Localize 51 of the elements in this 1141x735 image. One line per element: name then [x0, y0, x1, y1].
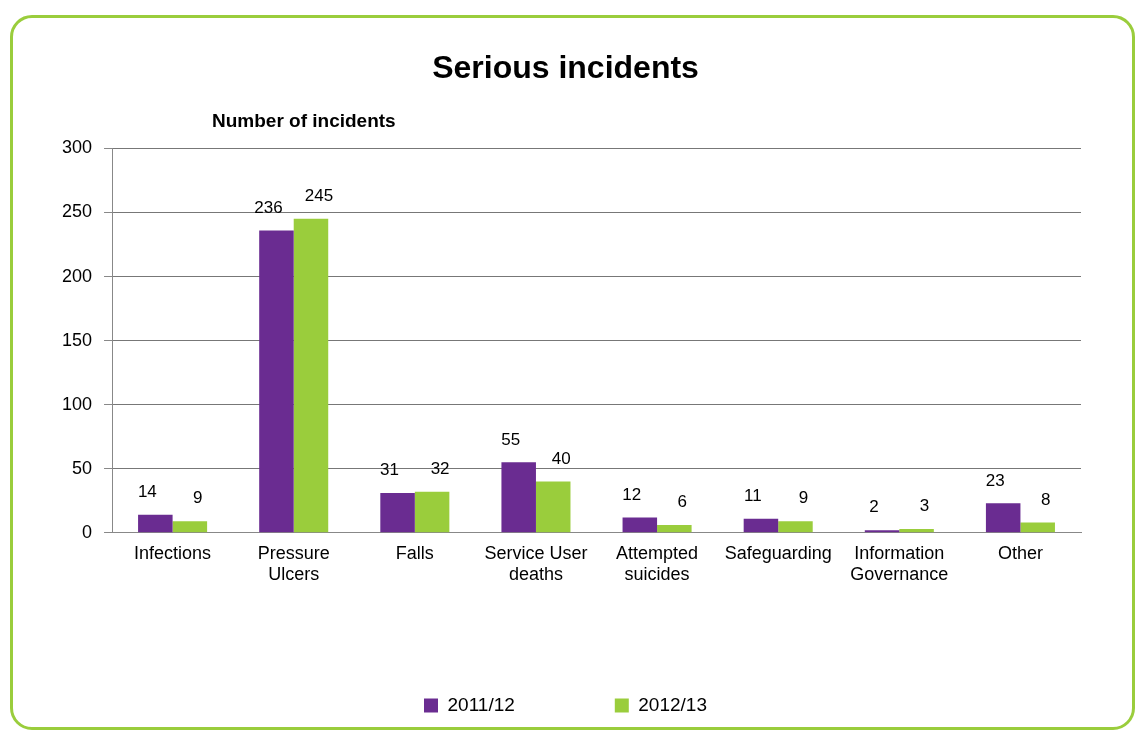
data-label: 245: [304, 186, 334, 206]
data-label: 8: [1040, 489, 1051, 509]
bar: [1020, 522, 1055, 533]
data-label: 12: [622, 484, 642, 504]
bar: [380, 493, 415, 533]
x-tick-label: Safeguarding: [724, 542, 832, 563]
bar: [138, 514, 173, 533]
bar: [535, 481, 571, 533]
data-label: 32: [430, 458, 450, 478]
data-label: 11: [744, 485, 762, 505]
data-label: 40: [551, 448, 571, 468]
legend-label: 2012/13: [638, 693, 707, 715]
bar: [985, 503, 1021, 533]
data-label: 6: [677, 492, 688, 512]
x-tick-label: Falls: [395, 542, 434, 563]
bar: [778, 521, 813, 533]
data-label: 31: [380, 460, 400, 480]
bar: [864, 530, 900, 533]
y-tick-label: 250: [61, 201, 93, 222]
y-axis-title: Number of incidents: [212, 110, 396, 132]
bar: [414, 491, 450, 533]
bar: [899, 528, 934, 533]
x-tick-label: Service User deaths: [484, 542, 588, 585]
bar: [501, 462, 536, 533]
chart-title: Serious incidents: [432, 49, 699, 86]
data-label: 236: [254, 197, 283, 217]
y-tick-label: 50: [72, 457, 93, 478]
bar: [259, 230, 294, 533]
data-label: 9: [798, 488, 809, 508]
bar: [293, 218, 329, 533]
data-label: 9: [193, 488, 203, 508]
x-tick-label: Pressure Ulcers: [257, 542, 330, 585]
y-tick-label: 200: [61, 265, 93, 286]
bar: [743, 518, 779, 533]
data-label: 2: [869, 497, 879, 517]
data-label: 3: [919, 496, 930, 516]
y-tick-label: 300: [61, 137, 93, 158]
data-label: 55: [501, 429, 521, 449]
x-tick-label: Attempted suicides: [616, 542, 699, 585]
x-tick-label: Other: [997, 542, 1043, 563]
data-label: 14: [137, 482, 157, 502]
bar: [622, 517, 658, 533]
y-tick-label: 100: [61, 393, 93, 414]
data-label: 23: [985, 470, 1005, 490]
bar: [657, 525, 692, 533]
x-tick-label: Infections: [134, 542, 212, 563]
bar: [172, 521, 208, 533]
x-tick-label: Information Governance: [850, 542, 949, 585]
y-tick-label: 0: [82, 521, 93, 542]
legend-label: 2011/12: [447, 693, 515, 715]
y-tick-label: 150: [61, 329, 93, 350]
